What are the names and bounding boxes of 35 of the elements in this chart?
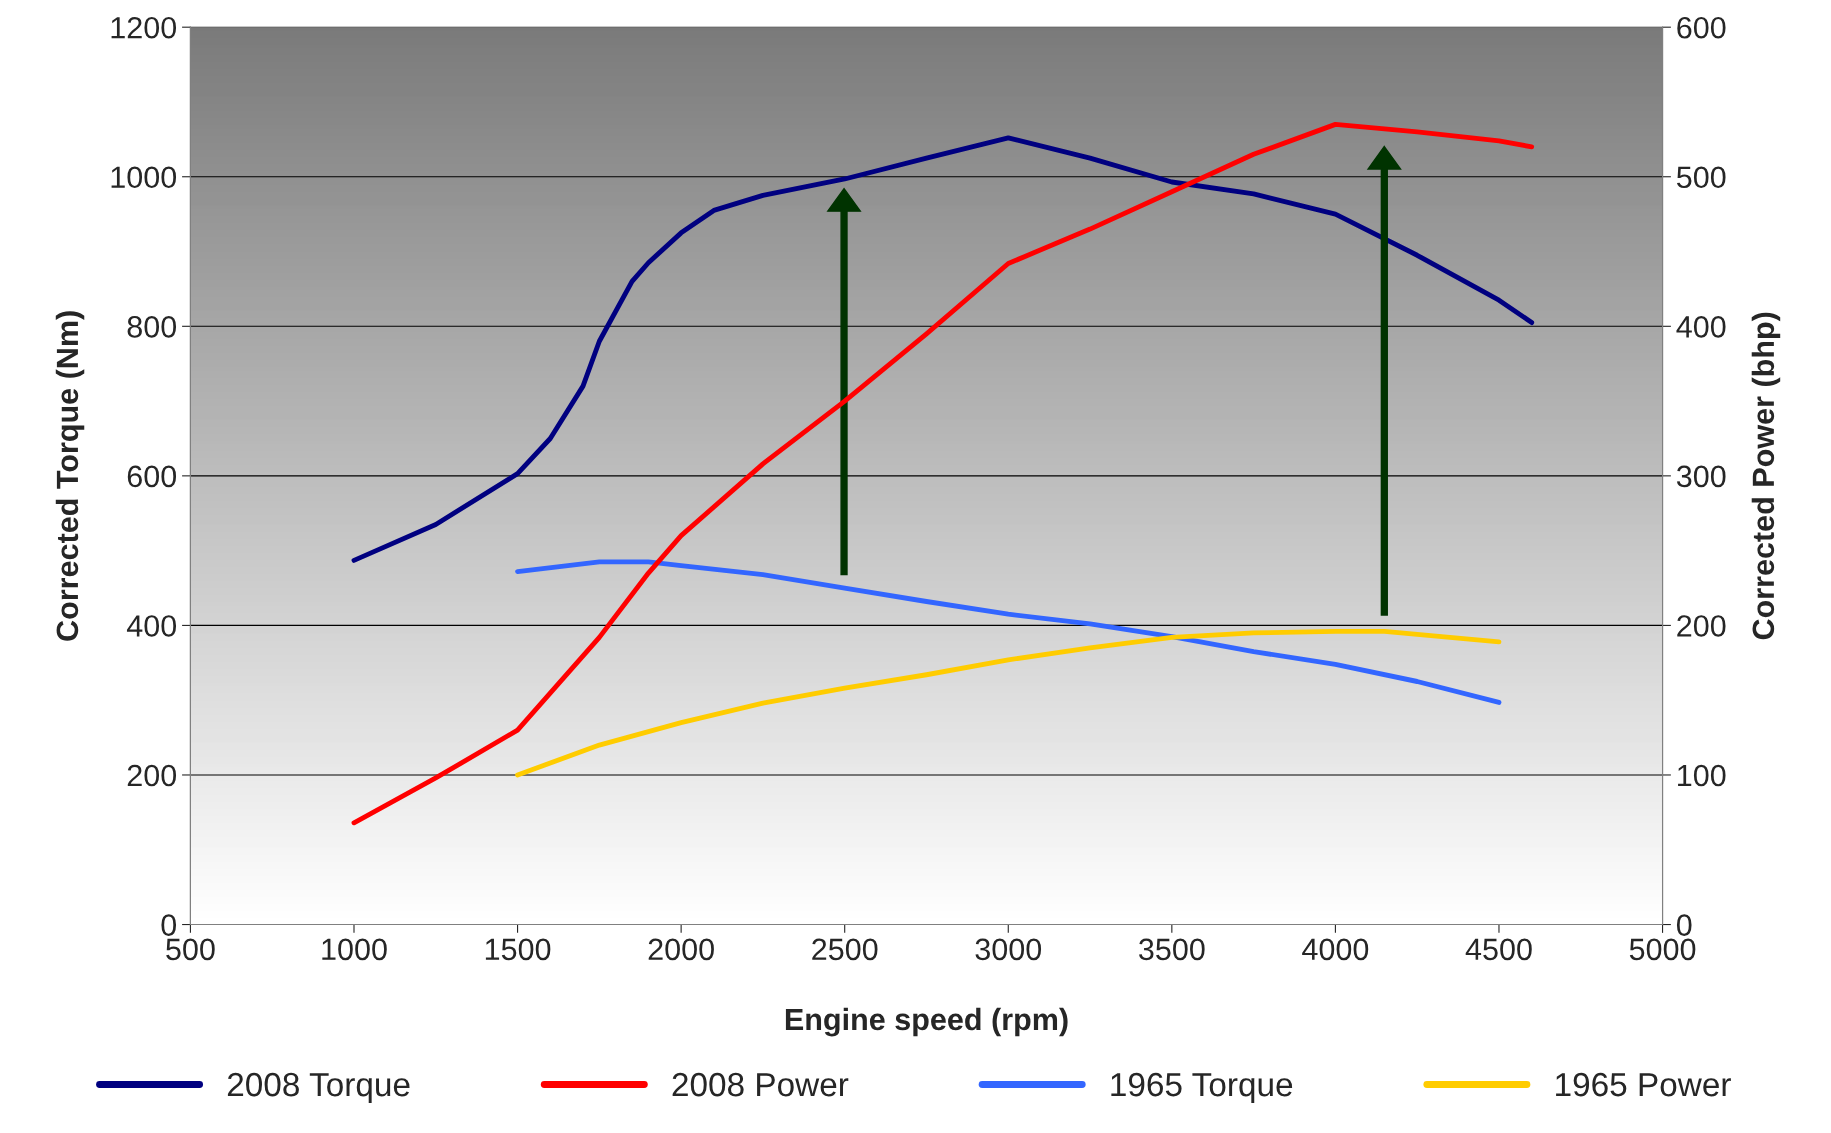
y2-tick-label: 200 xyxy=(1677,615,1726,637)
legend-label: 2008 Torque xyxy=(227,1072,410,1103)
y2-tick-label: 500 xyxy=(1676,166,1726,189)
y2-tick-label: 400 xyxy=(1676,316,1726,338)
x-tick-label: 2000 xyxy=(648,938,714,961)
x-tick-label: 1000 xyxy=(322,938,387,961)
x-axis-title: Engine speed (rpm) xyxy=(785,1007,1068,1037)
legend-label: 2008 Power xyxy=(672,1072,849,1097)
x-tick-label: 4000 xyxy=(1302,938,1369,961)
x-tick-label: 3500 xyxy=(1139,938,1205,961)
x-tick-label: 2500 xyxy=(812,938,878,961)
x-tick-label: 5000 xyxy=(1629,938,1696,961)
y-tick-label: 400 xyxy=(126,615,177,637)
x-tick-label: 4500 xyxy=(1465,938,1532,961)
line-series xyxy=(351,121,1535,826)
x-tick-label: 3000 xyxy=(975,938,1042,961)
x-tick-label: 500 xyxy=(166,938,215,961)
legend-label: 1965 Torque xyxy=(1111,1072,1293,1103)
y2-tick-label: 300 xyxy=(1676,465,1726,488)
y2-tick-label: 100 xyxy=(1678,764,1726,787)
legend-label: 1965 Power xyxy=(1556,1072,1731,1097)
line-series xyxy=(515,628,1502,778)
y-tick-label: 600 xyxy=(127,465,177,488)
y2-tick-label: 600 xyxy=(1677,16,1726,39)
y-axis-title: Corrected Torque (Nm) xyxy=(55,311,85,641)
y2-tick-label: 0 xyxy=(1676,914,1692,936)
y-tick-label: 200 xyxy=(127,764,177,787)
y-tick-label: 800 xyxy=(127,316,177,338)
line-series xyxy=(351,135,1535,563)
y-tick-label: 0 xyxy=(161,914,177,936)
y-tick-label: 1200 xyxy=(111,16,177,39)
line-series xyxy=(515,559,1502,705)
x-tick-label: 1500 xyxy=(485,938,551,961)
y-tick-label: 1000 xyxy=(111,166,177,189)
y2-axis-title: Corrected Power (bhp) xyxy=(1751,312,1781,640)
